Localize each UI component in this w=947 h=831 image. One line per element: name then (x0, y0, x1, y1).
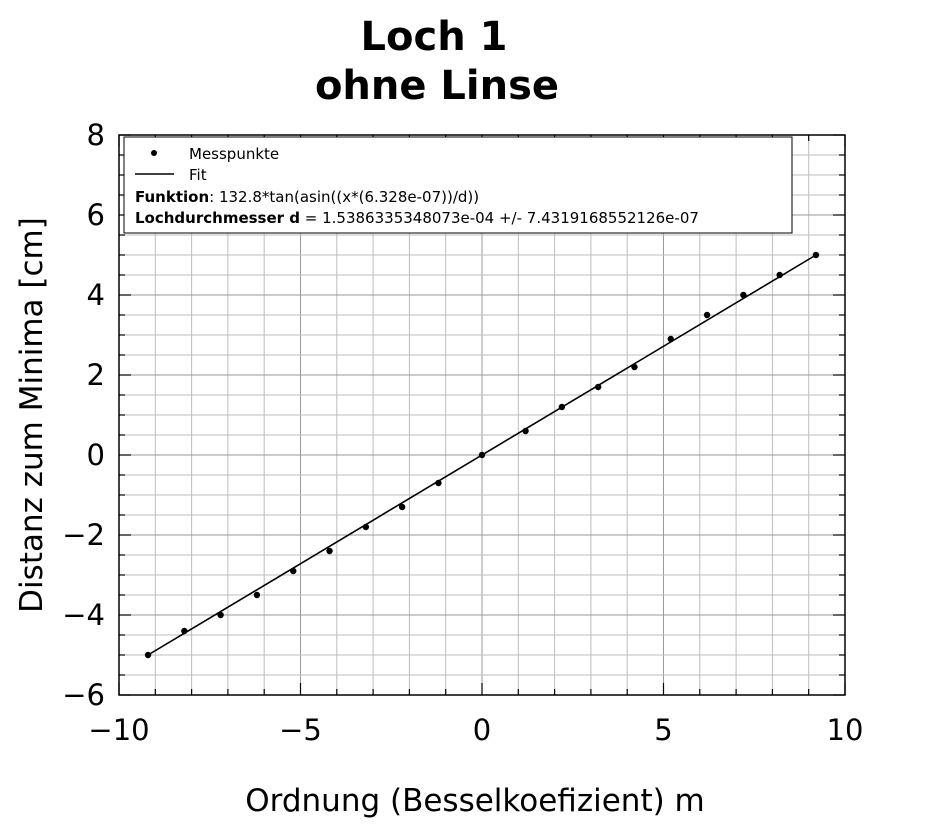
data-point (776, 271, 783, 279)
points-layer (144, 251, 820, 659)
legend-diameter-label: Lochdurchmesser d (135, 209, 300, 227)
y-tick-label: 0 (87, 438, 105, 472)
y-tick-label: 4 (87, 278, 105, 312)
data-point (667, 335, 674, 343)
data-point (290, 567, 297, 575)
data-point (703, 311, 711, 319)
legend-diameter: Lochdurchmesser d = 1.5386335348073e-04 … (135, 209, 699, 227)
x-tick-label: −5 (279, 713, 322, 747)
data-point (594, 383, 602, 391)
data-point (558, 403, 566, 411)
data-point (362, 523, 370, 531)
y-tick-label: 2 (87, 358, 105, 392)
legend-label-fit: Fit (189, 166, 207, 184)
data-point (812, 251, 820, 259)
data-point (144, 651, 152, 659)
chart-title-line2: ohne Linse (315, 63, 559, 109)
y-tick-label: −4 (62, 598, 105, 632)
data-point (631, 363, 638, 371)
x-tick-label: −10 (88, 713, 149, 747)
legend-diameter-value: = 1.5386335348073e-04 +/- 7.431916855212… (300, 209, 699, 227)
data-point (435, 479, 442, 487)
y-tick-labels: −6 −4 −2 0 2 4 6 8 (62, 118, 105, 712)
y-tick-label: 6 (87, 198, 105, 232)
x-tick-label: 5 (654, 713, 672, 747)
legend-label-points: Messpunkte (189, 145, 279, 163)
chart-title-line1: Loch 1 (361, 14, 508, 60)
data-point (326, 547, 333, 555)
data-point (398, 503, 406, 511)
legend-box (123, 136, 793, 234)
data-point (217, 611, 224, 619)
data-point (181, 627, 188, 635)
legend-function: Funktion: 132.8*tan(asin((x*(6.328e-07))… (135, 188, 479, 206)
x-tick-label: 10 (827, 713, 864, 747)
data-point (740, 291, 747, 299)
y-axis-label: Distanz zum Minima [cm] (14, 217, 50, 613)
y-tick-label: 8 (87, 118, 105, 152)
legend-function-value: : 132.8*tan(asin((x*(6.328e-07))/d)) (209, 188, 479, 206)
x-tick-labels: −10 −5 0 5 10 (88, 713, 863, 747)
y-tick-label: −2 (62, 518, 105, 552)
y-tick-label: −6 (62, 678, 105, 712)
data-point (253, 591, 261, 599)
data-point (522, 427, 529, 435)
data-point (478, 451, 486, 459)
x-axis-label: Ordnung (Besselkoefizient) m (245, 783, 705, 819)
x-tick-label: 0 (473, 713, 491, 747)
legend-marker-points (151, 150, 157, 156)
legend-function-label: Funktion (135, 188, 209, 206)
legend: Messpunkte Fit Funktion: 132.8*tan(asin(… (123, 136, 793, 234)
